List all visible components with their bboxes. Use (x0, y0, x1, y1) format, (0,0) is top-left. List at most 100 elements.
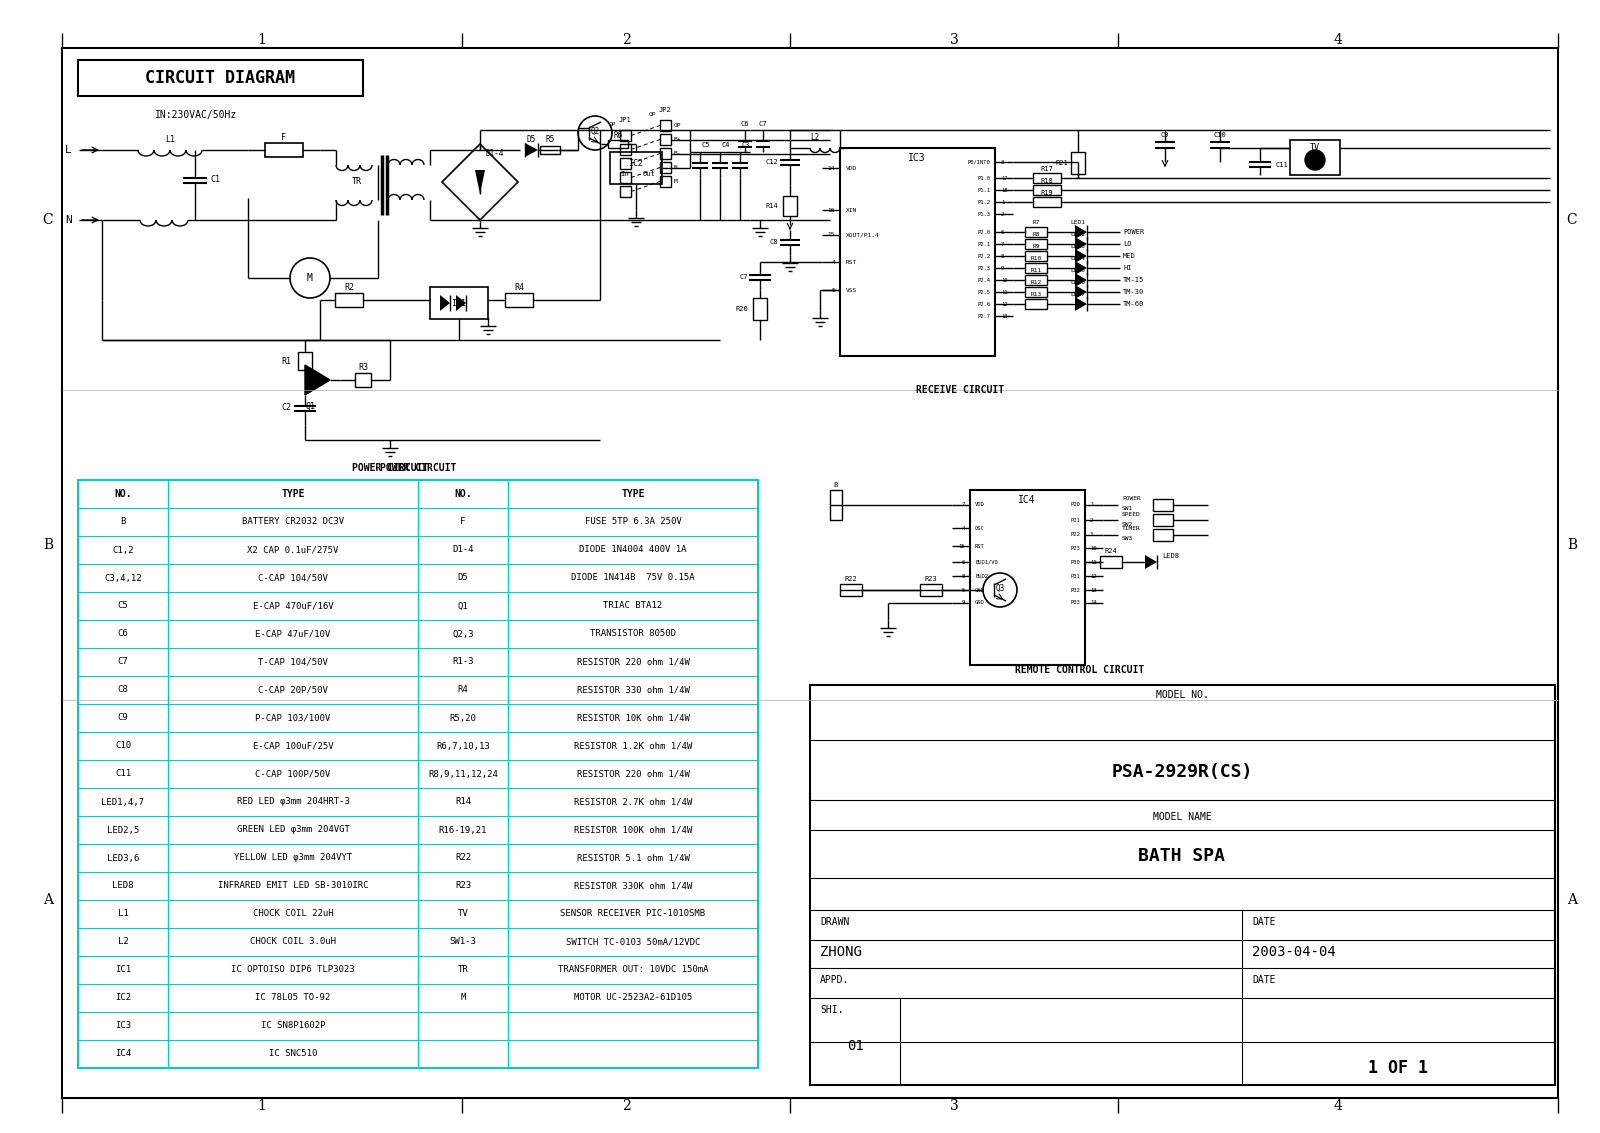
Text: 5: 5 (962, 588, 965, 593)
Text: SENSOR RECEIVER PIC-1010SMB: SENSOR RECEIVER PIC-1010SMB (560, 910, 706, 919)
Text: P1.1: P1.1 (978, 187, 990, 193)
Text: CIRCUIT DIAGRAM: CIRCUIT DIAGRAM (146, 69, 294, 87)
Text: X2 CAP 0.1uF/275V: X2 CAP 0.1uF/275V (248, 545, 339, 554)
Bar (661, 120, 670, 131)
Text: C6: C6 (118, 630, 128, 639)
Polygon shape (440, 295, 450, 310)
Text: 9: 9 (962, 600, 965, 605)
Text: OP: OP (608, 121, 616, 127)
Text: 6: 6 (1002, 230, 1005, 235)
Text: E-CAP 47uF/10V: E-CAP 47uF/10V (256, 630, 331, 639)
Text: TM-15: TM-15 (1123, 276, 1144, 283)
Text: TV: TV (1310, 144, 1320, 153)
Text: P2.5: P2.5 (978, 290, 990, 295)
Bar (782, 196, 797, 216)
Bar (621, 130, 630, 140)
Text: E-CAP 100uF/25V: E-CAP 100uF/25V (253, 741, 333, 750)
Text: TRANSISTOR 8050D: TRANSISTOR 8050D (590, 630, 675, 639)
Text: R5,20: R5,20 (450, 714, 477, 723)
Text: E-CAP 470uF/16V: E-CAP 470uF/16V (253, 602, 333, 611)
Text: LED4: LED4 (1070, 256, 1085, 262)
Text: P32: P32 (1070, 588, 1080, 593)
Bar (430, 287, 488, 320)
Circle shape (982, 573, 1018, 607)
Text: TR: TR (458, 965, 469, 974)
Text: 3: 3 (1090, 533, 1093, 537)
Text: Q1: Q1 (458, 602, 469, 611)
Text: 1 OF 1: 1 OF 1 (1368, 1059, 1429, 1077)
Text: TM-60: TM-60 (1123, 301, 1144, 307)
Text: MODEL NAME: MODEL NAME (1152, 812, 1211, 823)
Text: F: F (461, 518, 466, 527)
Text: RESISTOR 1.2K ohm 1/4W: RESISTOR 1.2K ohm 1/4W (574, 741, 693, 750)
Text: 14: 14 (1090, 600, 1096, 605)
Text: C11: C11 (1275, 162, 1288, 168)
Text: Q1: Q1 (306, 401, 315, 410)
Bar (1034, 197, 1061, 207)
Polygon shape (1075, 273, 1086, 287)
Text: R16-19,21: R16-19,21 (438, 826, 486, 835)
Text: R24: R24 (1104, 548, 1117, 554)
Text: L: L (66, 145, 72, 155)
Polygon shape (456, 295, 466, 310)
Text: LED1: LED1 (1070, 221, 1085, 225)
Text: P31: P31 (1070, 573, 1080, 579)
Text: P2.4: P2.4 (978, 278, 990, 282)
Text: TV: TV (458, 910, 469, 919)
Text: R20: R20 (736, 306, 749, 312)
Text: MED: MED (1123, 253, 1136, 259)
Text: RST: RST (974, 544, 984, 548)
Bar (621, 172, 630, 184)
Text: XOUT/P1.4: XOUT/P1.4 (846, 232, 880, 238)
Text: SPEED: SPEED (1122, 511, 1141, 517)
Text: C2: C2 (282, 403, 291, 412)
Text: XIN: XIN (846, 207, 858, 213)
Text: RECEIVE CIRCUIT: RECEIVE CIRCUIT (915, 385, 1005, 395)
Text: T-CAP 104/50V: T-CAP 104/50V (258, 657, 328, 666)
Bar (506, 293, 533, 307)
Text: C5: C5 (118, 602, 128, 611)
Text: B+: B+ (674, 137, 682, 142)
Text: 11: 11 (1090, 560, 1096, 564)
Text: RESISTOR 5.1 ohm 1/4W: RESISTOR 5.1 ohm 1/4W (576, 853, 690, 862)
Circle shape (1306, 150, 1325, 170)
Text: RESISTOR 220 ohm 1/4W: RESISTOR 220 ohm 1/4W (576, 657, 690, 666)
Text: RESISTOR 2.7K ohm 1/4W: RESISTOR 2.7K ohm 1/4W (574, 798, 693, 807)
Bar (1034, 173, 1061, 184)
Text: LED8: LED8 (1162, 553, 1179, 559)
Text: N: N (674, 165, 678, 170)
Text: OP: OP (674, 123, 682, 128)
Text: 2003-04-04: 2003-04-04 (1251, 945, 1336, 959)
Text: MODEL NO.: MODEL NO. (1155, 690, 1208, 700)
Text: IC4: IC4 (115, 1049, 131, 1058)
Text: C8: C8 (770, 239, 778, 245)
Text: C5: C5 (702, 142, 710, 148)
Text: 9: 9 (1002, 265, 1005, 271)
Text: P2.2: P2.2 (978, 254, 990, 258)
Bar (621, 144, 630, 155)
Text: M: M (307, 273, 314, 283)
Text: R1: R1 (282, 357, 291, 366)
Text: C9: C9 (118, 714, 128, 723)
Text: IC2: IC2 (115, 994, 131, 1003)
Text: 4: 4 (1333, 33, 1342, 46)
Bar (1026, 239, 1046, 249)
Text: C12: C12 (765, 159, 778, 165)
Text: REMOTE CONTROL CIRCUIT: REMOTE CONTROL CIRCUIT (1016, 665, 1144, 675)
Text: F: F (282, 133, 286, 142)
Text: 13: 13 (1002, 314, 1008, 318)
Text: B: B (1566, 538, 1578, 552)
Text: R3: R3 (358, 364, 368, 373)
Text: POWER: POWER (1122, 496, 1141, 502)
Text: R6: R6 (613, 131, 622, 140)
Text: R10: R10 (1030, 256, 1042, 262)
Bar (1026, 299, 1046, 309)
Text: 3: 3 (950, 1099, 958, 1113)
Text: 4: 4 (1333, 1099, 1342, 1113)
Text: P2.0: P2.0 (978, 230, 990, 235)
Text: R23: R23 (925, 576, 938, 582)
Text: BATH SPA: BATH SPA (1139, 847, 1226, 864)
Text: 2: 2 (1090, 518, 1093, 522)
Bar (1026, 287, 1046, 297)
Text: LED5: LED5 (1070, 269, 1085, 273)
